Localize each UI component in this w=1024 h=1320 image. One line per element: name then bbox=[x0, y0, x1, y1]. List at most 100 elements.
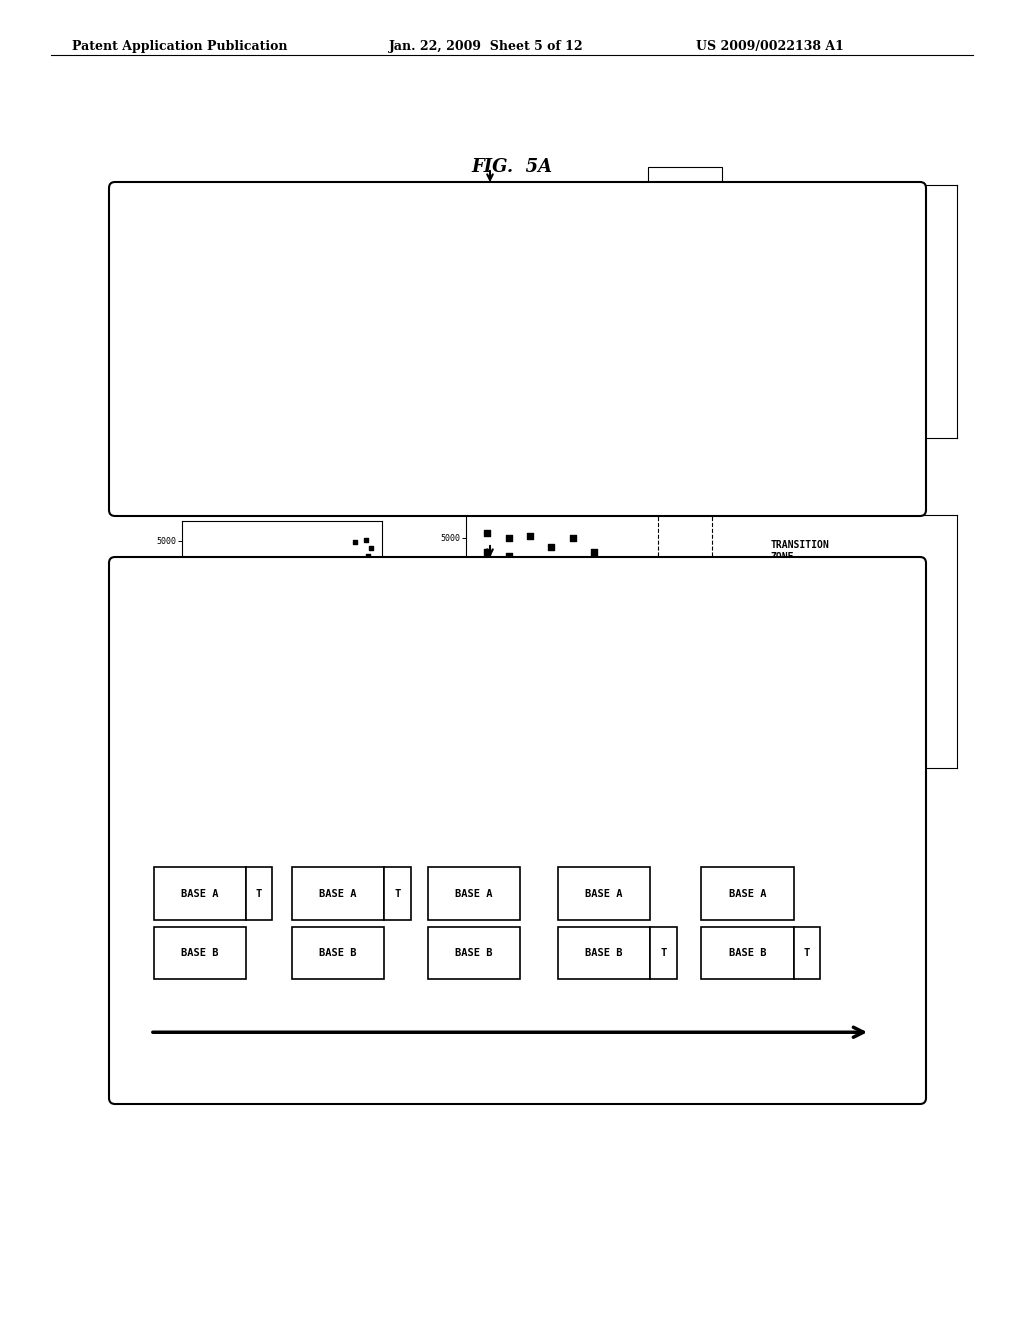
Point bbox=[214, 730, 230, 751]
Point bbox=[821, 752, 838, 774]
Text: TRANSITION
ZONE: TRANSITION ZONE bbox=[490, 223, 549, 244]
Point bbox=[693, 422, 710, 444]
Point bbox=[618, 405, 635, 426]
Point bbox=[458, 422, 474, 444]
Text: BASE A: BASE A bbox=[586, 888, 623, 899]
Point bbox=[564, 550, 581, 572]
Y-axis label: BS 2 SIGNAL AMPLITUDE: BS 2 SIGNAL AMPLITUDE bbox=[145, 589, 154, 685]
Text: T: T bbox=[804, 948, 810, 958]
Point bbox=[821, 345, 838, 366]
X-axis label: BS 2 CROSSCORRELATION: BS 2 CROSSCORRELATION bbox=[225, 777, 339, 787]
Point bbox=[800, 326, 816, 347]
Point bbox=[714, 726, 730, 747]
Point bbox=[650, 752, 667, 774]
Point bbox=[885, 387, 901, 408]
Y-axis label: BS 2 SIGNAL AMPLITUDE: BS 2 SIGNAL AMPLITUDE bbox=[429, 593, 437, 690]
Point bbox=[501, 545, 517, 566]
Point bbox=[650, 422, 667, 444]
Point bbox=[358, 529, 375, 550]
Point bbox=[217, 395, 233, 416]
Text: Patent Application Publication: Patent Application Publication bbox=[72, 40, 287, 53]
FancyBboxPatch shape bbox=[109, 557, 926, 1104]
Point bbox=[543, 422, 559, 444]
Bar bbox=[650, 927, 677, 979]
Point bbox=[344, 231, 360, 252]
Point bbox=[205, 408, 221, 429]
Point bbox=[300, 286, 316, 308]
Text: T: T bbox=[256, 888, 262, 899]
Text: BASE A: BASE A bbox=[181, 888, 218, 899]
Point bbox=[234, 729, 251, 750]
Text: BASE A: BASE A bbox=[319, 888, 356, 899]
X-axis label: SECONDS ELAPSED: SECONDS ELAPSED bbox=[672, 455, 752, 465]
Text: A AND B ARE CLIPED: A AND B ARE CLIPED bbox=[452, 1067, 572, 1077]
Point bbox=[864, 752, 881, 774]
Bar bbox=[428, 927, 520, 979]
Point bbox=[306, 281, 323, 302]
Point bbox=[778, 735, 795, 756]
Point bbox=[693, 752, 710, 774]
Point bbox=[312, 275, 329, 296]
Bar bbox=[701, 867, 794, 920]
Point bbox=[586, 541, 602, 562]
Point bbox=[350, 558, 367, 579]
Point bbox=[864, 422, 881, 444]
Point bbox=[906, 752, 923, 774]
Point bbox=[843, 742, 859, 763]
Text: T: T bbox=[660, 948, 667, 958]
Text: US 2009/0022138 A1: US 2009/0022138 A1 bbox=[696, 40, 844, 53]
Point bbox=[735, 737, 752, 758]
Point bbox=[714, 239, 730, 260]
Point bbox=[255, 346, 271, 367]
Text: BASE B: BASE B bbox=[456, 948, 493, 958]
Point bbox=[607, 422, 624, 444]
Point bbox=[522, 554, 539, 576]
Point bbox=[800, 742, 816, 763]
Point bbox=[281, 317, 297, 338]
Bar bbox=[558, 867, 650, 920]
Point bbox=[778, 422, 795, 444]
X-axis label: SECONDS ELAPSED: SECONDS ELAPSED bbox=[672, 785, 752, 795]
Point bbox=[564, 424, 581, 445]
FancyBboxPatch shape bbox=[109, 182, 926, 516]
Point bbox=[479, 752, 496, 774]
Point bbox=[221, 702, 238, 723]
Point bbox=[199, 418, 215, 440]
Text: TRANSITION
ZONE: TRANSITION ZONE bbox=[771, 540, 829, 562]
Point bbox=[607, 569, 624, 590]
Point bbox=[757, 280, 773, 301]
Point bbox=[350, 220, 367, 242]
Point bbox=[293, 298, 309, 319]
Point bbox=[735, 257, 752, 279]
Point bbox=[249, 351, 265, 372]
Point bbox=[607, 752, 624, 774]
X-axis label: BS 1 CROSSCORRELATION: BS 1 CROSSCORRELATION bbox=[225, 447, 339, 457]
Text: 3750: 3750 bbox=[307, 796, 329, 805]
Point bbox=[274, 325, 291, 346]
Point bbox=[735, 276, 752, 297]
Point bbox=[501, 421, 517, 442]
Point bbox=[479, 422, 496, 444]
Bar bbox=[384, 867, 411, 920]
Point bbox=[356, 216, 373, 238]
Point bbox=[843, 368, 859, 389]
Text: BASE B: BASE B bbox=[729, 948, 766, 958]
Point bbox=[650, 711, 667, 733]
Point bbox=[714, 257, 730, 279]
Point bbox=[231, 709, 248, 730]
Text: TIME: TIME bbox=[497, 1047, 527, 1060]
Bar bbox=[246, 867, 272, 920]
Text: BASE B: BASE B bbox=[181, 948, 218, 958]
Point bbox=[543, 536, 559, 557]
Point bbox=[735, 422, 752, 444]
Point bbox=[362, 203, 379, 224]
Point bbox=[332, 246, 348, 267]
Text: 3750: 3750 bbox=[307, 466, 329, 475]
Point bbox=[262, 338, 279, 359]
Bar bbox=[154, 927, 246, 979]
Point bbox=[318, 259, 335, 280]
Point bbox=[193, 425, 209, 446]
Point bbox=[287, 305, 303, 326]
Point bbox=[650, 195, 667, 216]
Point bbox=[778, 744, 795, 766]
